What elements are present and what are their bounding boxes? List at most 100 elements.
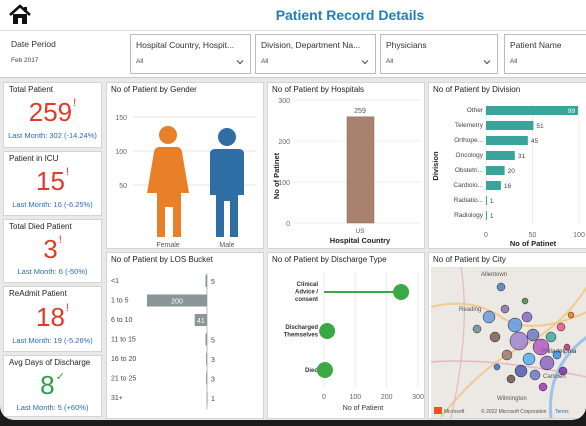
bar[interactable] xyxy=(206,392,208,404)
map-brand: Microsoft xyxy=(444,409,465,415)
chart-title: No of Patient by Discharge Type xyxy=(272,255,387,264)
x-tick-label: 50 xyxy=(529,232,537,239)
city-map[interactable]: Allentown Reading Philadelphia Camden Wi… xyxy=(431,267,586,418)
x-tick-label: 100 xyxy=(573,232,585,239)
chevron-down-icon[interactable] xyxy=(235,57,245,67)
map-bubble xyxy=(545,331,557,343)
bar[interactable] xyxy=(486,211,487,220)
map-bubble xyxy=(538,382,548,392)
bar[interactable] xyxy=(486,196,487,205)
city-map-card: No of Patient by City Allentown Reading … xyxy=(428,252,586,419)
category-label: 1 to 5 xyxy=(111,298,129,305)
kpi-subtext: Last Month: 19 (-5.26%) xyxy=(12,336,93,345)
kpi-label: Avg Days of Discharge xyxy=(9,358,91,367)
female-figure-icon[interactable] xyxy=(147,126,189,237)
map-terms-link[interactable]: Terms xyxy=(555,409,569,415)
map-bubble xyxy=(563,343,571,351)
y-tick-label: 0 xyxy=(286,221,290,228)
x-axis-label: No of Patient xyxy=(343,405,384,412)
physicians-slicer[interactable]: Physicians All xyxy=(380,34,498,74)
bar[interactable] xyxy=(206,372,207,385)
bar[interactable] xyxy=(486,151,515,160)
bar-value-label: 16 xyxy=(504,183,512,190)
map-bubble xyxy=(482,310,496,324)
category-label: Orthope... xyxy=(454,137,483,144)
category-label: Died xyxy=(305,368,318,374)
bar-value-label: 20 xyxy=(508,168,516,175)
chart-title: No of Patient by Gender xyxy=(111,85,197,94)
gender-chart: 150 100 50 Female Male xyxy=(115,115,257,249)
map-place-label: Reading xyxy=(459,307,481,313)
bar-value-label: 99 xyxy=(568,108,576,115)
map-bubble xyxy=(567,311,575,319)
map-attribution: © 2022 Microsoft Corporation xyxy=(481,408,547,415)
kpi-subtext: Last Month: 6 (-50%) xyxy=(17,267,88,276)
x-tick-label: 300 xyxy=(412,394,424,401)
map-bubble xyxy=(529,369,541,381)
x-tick-label: 0 xyxy=(322,394,326,401)
discharge-chart-card: No of Patient by Discharge Type No of Pa… xyxy=(267,252,425,419)
gender-chart-card: No of Patient by Gender 150 100 50 Femal… xyxy=(106,82,264,249)
category-label: Radiatio... xyxy=(454,197,483,204)
bar-value-label: 51 xyxy=(536,123,544,130)
hospital-country-slicer[interactable]: Hospital Country, Hospit... All xyxy=(130,34,251,74)
los-chart-card: No of Patient by LOS Bucket <1 5 1 to 5 200… xyxy=(106,252,264,419)
filter-label: Physicians xyxy=(386,40,427,50)
bar-value-label: 1 xyxy=(490,213,494,220)
bar-value-label: 1 xyxy=(211,396,215,403)
kpi-label: Total Died Patient xyxy=(9,222,72,231)
kpi-readmit-patient: ReAdmit Patient 18! Last Month: 19 (-5.2… xyxy=(3,286,102,352)
bar[interactable] xyxy=(486,121,534,130)
hospital-chart: No of Patinet 300 200 100 0 US Hospital … xyxy=(272,98,420,245)
bar-value-label: 3 xyxy=(211,357,215,364)
lollipop-dot[interactable] xyxy=(393,284,410,300)
bar[interactable] xyxy=(194,314,207,326)
lollipop-dot[interactable] xyxy=(319,323,336,339)
bar[interactable] xyxy=(205,333,208,346)
filter-label: Date Period xyxy=(11,39,56,49)
filter-value: All xyxy=(510,58,518,65)
category-label: Other xyxy=(467,107,484,114)
kpi-value: 15! xyxy=(36,166,69,196)
category-label: 31+ xyxy=(111,395,123,402)
kpi-value: 3! xyxy=(43,234,62,264)
home-icon[interactable] xyxy=(8,4,32,26)
kpi-subtext: Last Month: 5 (+60%) xyxy=(16,403,89,412)
bar[interactable] xyxy=(486,181,501,190)
date-period-slicer[interactable]: Date Period Feb 2017 xyxy=(6,34,122,72)
bar[interactable] xyxy=(486,136,528,145)
bar[interactable] xyxy=(205,275,208,287)
chevron-down-icon[interactable] xyxy=(360,57,370,67)
y-tick-label: 150 xyxy=(115,115,127,122)
x-tick-label: Male xyxy=(219,242,234,249)
y-tick-label: 100 xyxy=(278,180,290,187)
bar[interactable] xyxy=(486,106,579,115)
bar[interactable] xyxy=(206,353,207,365)
lollipop-dot[interactable] xyxy=(316,362,333,378)
filter-bar: Date Period Feb 2017 Hospital Country, H… xyxy=(0,30,586,78)
map-bubble xyxy=(521,297,529,305)
chevron-down-icon[interactable] xyxy=(482,57,492,67)
chart-title: No of Patient by City xyxy=(433,255,506,264)
page-title: Patient Record Details xyxy=(275,7,425,23)
map-bubble xyxy=(556,322,566,332)
kpi-value: 259! xyxy=(28,97,77,127)
male-figure-icon[interactable] xyxy=(210,128,244,237)
bar[interactable] xyxy=(486,166,505,175)
bar[interactable] xyxy=(346,116,375,224)
map-bubble xyxy=(507,317,523,333)
map-bubble xyxy=(506,374,516,384)
patient-name-slicer[interactable]: Patient Name All xyxy=(504,34,586,74)
division-department-slicer[interactable]: Division, Department Na... All xyxy=(255,34,376,74)
los-chart: <1 5 1 to 5 200 6 to 10 41 11 to 15 5 16 to 20 3 2… xyxy=(111,273,215,410)
map-place-label: Camden xyxy=(543,374,566,380)
kpi-value: 8✓ xyxy=(40,370,65,400)
map-bubble xyxy=(522,352,536,366)
bar[interactable] xyxy=(147,294,207,307)
x-axis-label: No of Patinet xyxy=(510,239,557,248)
map-bubbles[interactable] xyxy=(472,282,575,392)
kpi-avg-days-discharge: Avg Days of Discharge 8✓ Last Month: 5 (… xyxy=(3,355,102,417)
hospital-chart-card: No of Patient by Hospitals No of Patinet… xyxy=(267,82,425,249)
filter-value: All xyxy=(261,58,269,65)
